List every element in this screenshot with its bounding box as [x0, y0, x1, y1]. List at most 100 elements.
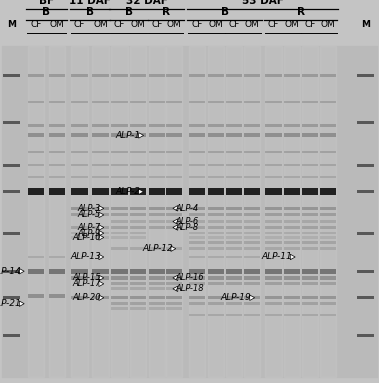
- Bar: [265, 232, 282, 234]
- Polygon shape: [99, 295, 104, 301]
- Bar: [28, 164, 44, 166]
- Bar: [71, 176, 88, 178]
- Bar: [226, 226, 243, 229]
- Bar: [283, 220, 300, 223]
- Bar: [265, 269, 282, 274]
- Text: 11 DAF: 11 DAF: [69, 0, 111, 6]
- Text: 32 DAF: 32 DAF: [126, 0, 168, 6]
- Bar: [265, 151, 282, 153]
- Bar: [28, 256, 44, 258]
- Text: ALP-2: ALP-2: [116, 187, 141, 196]
- Bar: [189, 226, 205, 229]
- Bar: [283, 124, 300, 127]
- Bar: [226, 247, 243, 250]
- Bar: [226, 101, 243, 103]
- Bar: [189, 276, 205, 280]
- Text: ALP-18: ALP-18: [176, 284, 205, 293]
- Bar: [71, 213, 88, 216]
- Bar: [111, 207, 127, 210]
- Bar: [3, 334, 20, 337]
- Bar: [130, 296, 146, 300]
- Bar: [189, 124, 205, 127]
- Bar: [149, 282, 165, 285]
- Bar: [244, 314, 260, 316]
- Bar: [283, 241, 300, 244]
- Bar: [208, 314, 224, 316]
- Bar: [130, 101, 146, 103]
- Bar: [320, 314, 336, 316]
- Bar: [111, 188, 127, 195]
- Text: ALP-10: ALP-10: [72, 233, 101, 242]
- Bar: [92, 226, 109, 229]
- Bar: [111, 176, 127, 178]
- Bar: [28, 269, 44, 274]
- Bar: [149, 296, 165, 300]
- Bar: [130, 276, 146, 280]
- Bar: [208, 256, 224, 258]
- Bar: [283, 247, 300, 250]
- Bar: [283, 101, 300, 103]
- Bar: [111, 124, 127, 127]
- Polygon shape: [99, 275, 104, 281]
- Bar: [71, 207, 88, 210]
- Bar: [208, 241, 224, 244]
- Bar: [130, 236, 146, 239]
- Bar: [111, 226, 127, 229]
- Bar: [166, 101, 182, 103]
- Bar: [226, 269, 243, 274]
- Bar: [302, 176, 318, 178]
- Bar: [149, 247, 165, 250]
- Text: OM: OM: [321, 21, 335, 29]
- Polygon shape: [171, 246, 176, 252]
- Bar: [149, 74, 165, 77]
- Bar: [130, 74, 146, 77]
- Bar: [111, 307, 127, 310]
- Bar: [265, 213, 282, 216]
- Bar: [149, 226, 165, 229]
- Bar: [320, 213, 336, 216]
- Bar: [226, 74, 243, 77]
- Bar: [208, 151, 224, 153]
- Bar: [320, 282, 336, 285]
- Bar: [226, 296, 243, 300]
- Bar: [244, 101, 260, 103]
- Bar: [92, 164, 109, 166]
- Bar: [226, 236, 243, 239]
- Bar: [92, 74, 109, 77]
- Bar: [265, 133, 282, 137]
- Bar: [226, 164, 243, 166]
- Bar: [49, 151, 65, 153]
- Bar: [189, 236, 205, 239]
- Bar: [208, 207, 224, 210]
- Bar: [92, 236, 109, 239]
- Text: OM: OM: [285, 21, 299, 29]
- Polygon shape: [290, 254, 295, 260]
- Bar: [166, 74, 182, 77]
- Bar: [111, 133, 127, 137]
- Bar: [265, 220, 282, 223]
- Bar: [130, 232, 146, 234]
- Bar: [111, 74, 127, 77]
- Bar: [71, 226, 88, 229]
- Text: M: M: [361, 21, 370, 29]
- Bar: [208, 74, 224, 77]
- Bar: [92, 101, 109, 103]
- Text: ALP-5: ALP-5: [78, 210, 101, 219]
- Bar: [283, 232, 300, 234]
- Bar: [189, 74, 205, 77]
- Bar: [92, 133, 109, 137]
- Bar: [320, 302, 336, 305]
- Text: R: R: [297, 7, 305, 17]
- Bar: [189, 220, 205, 223]
- Bar: [283, 151, 300, 153]
- Bar: [166, 164, 182, 166]
- Bar: [244, 164, 260, 166]
- Bar: [130, 164, 146, 166]
- Text: ALP-16: ALP-16: [176, 273, 205, 282]
- Bar: [28, 188, 44, 195]
- Bar: [49, 133, 65, 137]
- Bar: [283, 269, 300, 274]
- Bar: [357, 121, 374, 124]
- Bar: [226, 256, 243, 258]
- Bar: [49, 269, 65, 274]
